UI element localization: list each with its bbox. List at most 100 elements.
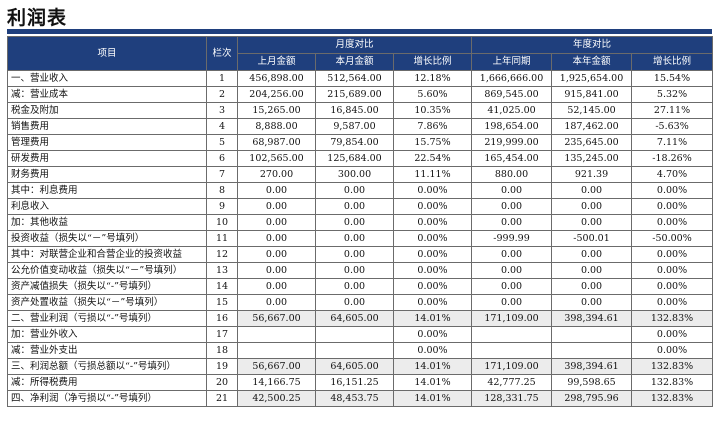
table-row: 税金及附加 3 15,265.00 16,845.00 10.35% 41,025.00 5…: [7, 102, 714, 119]
cell-monthly-growth: 0.00%: [392, 342, 473, 359]
cell-last-year-period: 869,545.00: [471, 86, 553, 103]
cell-this-year-amount: 0.00: [551, 262, 633, 279]
cell-yearly-growth: 132.83%: [631, 374, 714, 391]
cell-monthly-growth: 0.00%: [392, 198, 473, 215]
cell-monthly-growth: 5.60%: [392, 86, 473, 103]
table-row: 利息收入 9 0.00 0.00 0.00% 0.00 0.00 0.00%: [7, 198, 714, 215]
header-monthly-growth: 增长比例: [392, 53, 473, 71]
cell-last-month-amount: 456,898.00: [237, 70, 316, 87]
header-last-month-amount: 上月金额: [237, 53, 316, 71]
cell-monthly-growth: 10.35%: [392, 102, 473, 119]
cell-last-year-period: -999.99: [471, 230, 553, 247]
cell-this-month-amount: 16,151.25: [315, 374, 394, 391]
cell-yearly-growth: 0.00%: [631, 214, 714, 231]
table-row: 销售费用 4 8,888.00 9,587.00 7.86% 198,654.00 187,…: [7, 118, 714, 135]
cell-yearly-growth: 132.83%: [631, 390, 714, 407]
cell-this-year-amount: 298,795.96: [551, 390, 633, 407]
table-row: 资产处置收益（损失以“－”号填列） 15 0.00 0.00 0.00% 0.00 0.00…: [7, 294, 714, 311]
cell-monthly-growth: 0.00%: [392, 262, 473, 279]
row-line-no: 7: [206, 166, 238, 183]
cell-monthly-growth: 15.75%: [392, 134, 473, 151]
header-this-year-amount: 本年金额: [551, 53, 633, 71]
cell-last-year-period: 198,654.00: [471, 118, 553, 135]
cell-this-month-amount: 79,854.00: [315, 134, 394, 151]
row-label: 二、营业利润（亏损以“-”号填列）: [7, 310, 207, 327]
title-underline-bar: [7, 29, 712, 34]
row-line-no: 16: [206, 310, 238, 327]
cell-this-year-amount: 0.00: [551, 198, 633, 215]
cell-this-month-amount: 0.00: [315, 262, 394, 279]
cell-this-year-amount: 398,394.61: [551, 358, 633, 375]
cell-this-month-amount: 0.00: [315, 182, 394, 199]
cell-last-year-period: 165,454.00: [471, 150, 553, 167]
cell-this-month-amount: 16,845.00: [315, 102, 394, 119]
cell-last-year-period: 0.00: [471, 246, 553, 263]
row-line-no: 5: [206, 134, 238, 151]
row-line-no: 4: [206, 118, 238, 135]
row-label: 一、营业收入: [7, 70, 207, 87]
cell-monthly-growth: 22.54%: [392, 150, 473, 167]
cell-this-year-amount: 0.00: [551, 278, 633, 295]
cell-last-year-period: 219,999.00: [471, 134, 553, 151]
table-row: 二、营业利润（亏损以“-”号填列） 16 56,667.00 64,605.00 14.…: [7, 310, 714, 327]
row-label: 税金及附加: [7, 102, 207, 119]
cell-monthly-growth: 14.01%: [392, 374, 473, 391]
row-line-no: 2: [206, 86, 238, 103]
row-line-no: 15: [206, 294, 238, 311]
row-label: 其中：对联营企业和合营企业的投资收益: [7, 246, 207, 263]
income-statement-table: 项目 栏次 月度对比 年度对比 上月金额 本月金额 增长比例 上年同期 本年金额…: [7, 36, 714, 407]
page-title: 利润表: [7, 7, 68, 29]
cell-last-year-period: 0.00: [471, 214, 553, 231]
cell-last-year-period: 42,777.25: [471, 374, 553, 391]
cell-last-month-amount: 0.00: [237, 230, 316, 247]
cell-this-month-amount: 9,587.00: [315, 118, 394, 135]
table-row: 三、利润总额（亏损总额以“-”号填列） 19 56,667.00 64,605.00 1…: [7, 358, 714, 375]
cell-this-year-amount: 235,645.00: [551, 134, 633, 151]
table-row: 减：营业外支出 18 0.00% 0.00%: [7, 342, 714, 359]
row-label: 四、净利润（净亏损以“-”号填列）: [7, 390, 207, 407]
cell-last-year-period: [471, 326, 553, 343]
row-label: 资产处置收益（损失以“－”号填列）: [7, 294, 207, 311]
row-label: 减：所得税费用: [7, 374, 207, 391]
cell-monthly-growth: 0.00%: [392, 246, 473, 263]
cell-this-month-amount: 125,684.00: [315, 150, 394, 167]
cell-last-month-amount: 14,166.75: [237, 374, 316, 391]
cell-last-year-period: 0.00: [471, 198, 553, 215]
cell-last-year-period: 880.00: [471, 166, 553, 183]
cell-this-month-amount: 215,689.00: [315, 86, 394, 103]
cell-this-month-amount: 0.00: [315, 214, 394, 231]
cell-yearly-growth: 0.00%: [631, 342, 714, 359]
row-label: 管理费用: [7, 134, 207, 151]
cell-last-month-amount: 0.00: [237, 198, 316, 215]
cell-last-year-period: 1,666,666.00: [471, 70, 553, 87]
table-row: 加：营业外收入 17 0.00% 0.00%: [7, 326, 714, 343]
cell-monthly-growth: 0.00%: [392, 214, 473, 231]
cell-last-month-amount: 204,256.00: [237, 86, 316, 103]
cell-last-month-amount: 15,265.00: [237, 102, 316, 119]
cell-this-month-amount: 0.00: [315, 230, 394, 247]
cell-last-year-period: 171,109.00: [471, 310, 553, 327]
table-row: 一、营业收入 1 456,898.00 512,564.00 12.18% 1,666,6…: [7, 70, 714, 87]
cell-monthly-growth: 0.00%: [392, 294, 473, 311]
table-row: 其中：对联营企业和合营企业的投资收益 12 0.00 0.00 0.00% 0.00 0.0…: [7, 246, 714, 263]
cell-yearly-growth: 0.00%: [631, 198, 714, 215]
cell-last-month-amount: 102,565.00: [237, 150, 316, 167]
cell-last-month-amount: [237, 326, 316, 343]
cell-this-month-amount: 0.00: [315, 278, 394, 295]
cell-this-month-amount: 64,605.00: [315, 358, 394, 375]
cell-this-year-amount: 0.00: [551, 294, 633, 311]
cell-this-year-amount: 135,245.00: [551, 150, 633, 167]
cell-yearly-growth: -18.26%: [631, 150, 714, 167]
cell-this-month-amount: 0.00: [315, 294, 394, 311]
cell-last-year-period: 0.00: [471, 182, 553, 199]
cell-last-month-amount: 0.00: [237, 214, 316, 231]
row-label: 加：其他收益: [7, 214, 207, 231]
row-label: 减：营业外支出: [7, 342, 207, 359]
cell-yearly-growth: 15.54%: [631, 70, 714, 87]
cell-yearly-growth: 0.00%: [631, 278, 714, 295]
cell-last-month-amount: 0.00: [237, 262, 316, 279]
cell-this-year-amount: -500.01: [551, 230, 633, 247]
header-item: 项目: [7, 36, 207, 71]
cell-monthly-growth: 14.01%: [392, 310, 473, 327]
cell-this-year-amount: 52,145.00: [551, 102, 633, 119]
